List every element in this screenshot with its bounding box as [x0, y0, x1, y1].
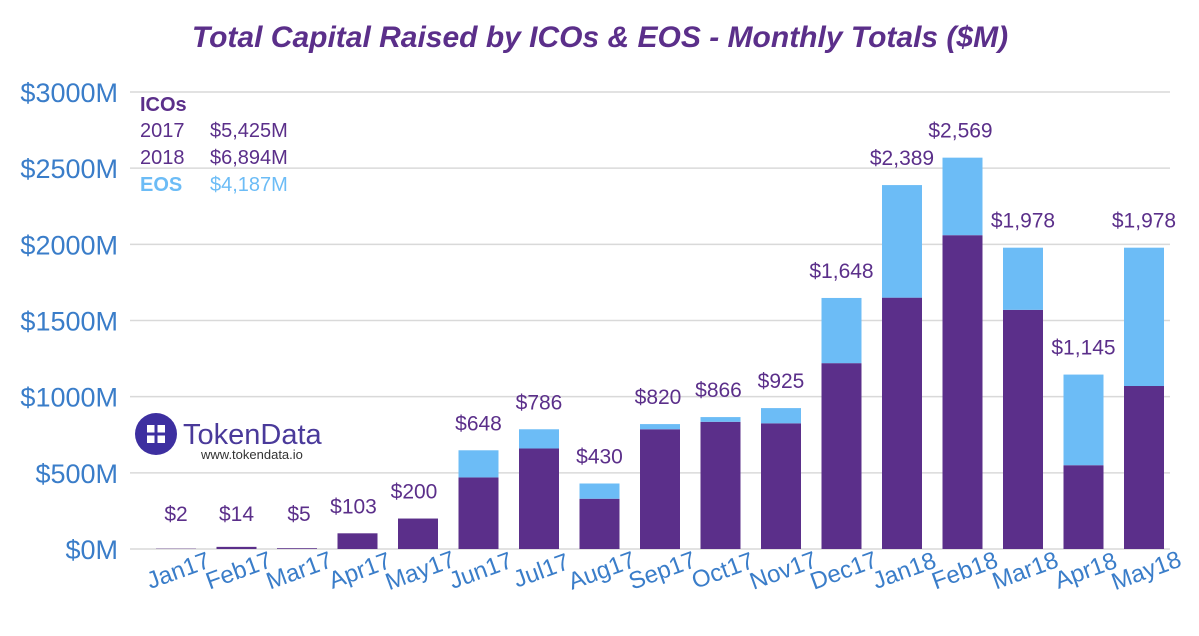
legend-heading: ICOs [140, 94, 187, 116]
bar-ico [821, 363, 862, 549]
y-tick-label: $1000M [20, 383, 118, 413]
bar-eos [882, 185, 922, 298]
total-label: $200 [391, 481, 438, 504]
x-axis: Jan17Feb17Mar17Apr17May17Jun17Jul17Aug17… [143, 546, 1185, 596]
total-label: $1,648 [809, 260, 873, 283]
y-tick-label: $2000M [20, 230, 118, 260]
bar-eos [1063, 374, 1104, 466]
total-label: $14 [219, 503, 254, 526]
total-label: $5 [287, 503, 310, 526]
bar-ico [1124, 386, 1164, 549]
total-label: $820 [635, 386, 682, 409]
bar-eos [579, 483, 620, 499]
tokendata-logo: TokenData www.tokendata.io [135, 413, 323, 462]
x-tick-label: Jul17 [510, 548, 573, 593]
bar-ico [761, 423, 801, 549]
bar-eos [1003, 247, 1043, 310]
gridlines [130, 91, 1170, 550]
legend-row-label: 2018 [140, 147, 185, 169]
total-label: $430 [576, 445, 623, 468]
legend-row-value: $5,425M [210, 120, 288, 142]
total-label: $2,569 [928, 120, 992, 143]
legend: ICOs 2017 $5,425M 2018 $6,894M EOS $4,187M [140, 94, 288, 196]
y-tick-label: $1500M [20, 307, 118, 337]
bars [156, 157, 1164, 549]
bar-eos [761, 408, 801, 424]
logo-name: TokenData [183, 419, 323, 451]
bar-ico [458, 477, 499, 549]
legend-row-value: $4,187M [210, 174, 288, 196]
bar-ico [942, 235, 983, 549]
total-label: $1,145 [1051, 337, 1115, 360]
y-tick-label: $3000M [20, 78, 118, 108]
bar-eos [640, 424, 680, 430]
legend-row-value: $6,894M [210, 147, 288, 169]
bar-ico [216, 546, 257, 549]
total-label: $1,978 [1112, 210, 1176, 233]
chart-title: Total Capital Raised by ICOs & EOS - Mon… [192, 21, 1008, 54]
bar-ico [700, 421, 741, 549]
legend-row-label: 2017 [140, 120, 185, 142]
bar-ico [337, 533, 378, 549]
data-labels: $2 $14 $5 $103 $200 $648 $786 $430 $820 $866 $925 $… [164, 120, 1176, 526]
total-label: $1,978 [991, 210, 1055, 233]
x-tick-label: Jun17 [446, 547, 517, 595]
bar-eos [519, 429, 559, 449]
bar-eos [700, 417, 741, 422]
grid-squares-icon [135, 413, 177, 455]
bar-eos [942, 157, 983, 236]
bar-ico [519, 448, 559, 549]
bar-eos [458, 450, 499, 478]
bar-ico [1003, 309, 1043, 549]
total-label: $2 [164, 503, 187, 526]
bar-ico [640, 429, 680, 549]
total-label: $925 [758, 370, 805, 393]
bar-eos [1124, 247, 1164, 387]
total-label: $866 [695, 379, 742, 402]
bar-eos [821, 297, 862, 364]
total-label: $648 [455, 412, 502, 435]
bar-ico [277, 548, 317, 549]
y-tick-label: $0M [65, 535, 118, 565]
bar-ico [882, 297, 922, 549]
y-tick-label: $2500M [20, 154, 118, 184]
bar-ico [579, 498, 620, 549]
x-tick-label: May18 [1108, 546, 1185, 596]
total-label: $103 [330, 495, 377, 518]
logo-url: www.tokendata.io [200, 447, 303, 462]
legend-row-label: EOS [140, 174, 182, 196]
total-label: $786 [516, 391, 563, 414]
total-label: $2,389 [870, 147, 934, 170]
bar-ico [1063, 465, 1104, 549]
y-tick-label: $500M [35, 459, 118, 489]
bar-ico [398, 518, 438, 549]
y-axis: $0M $500M $1000M $1500M $2000M $2500M $3000M [20, 78, 118, 565]
